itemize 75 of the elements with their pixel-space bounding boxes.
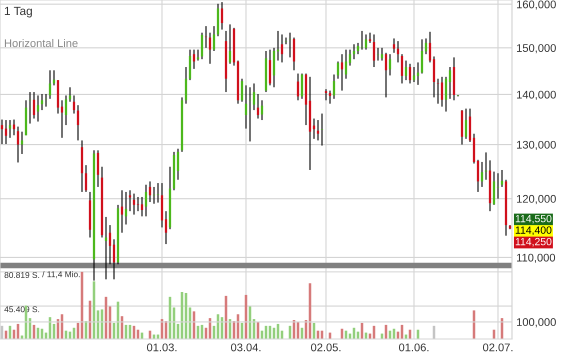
y-tick-label: 140,000: [517, 90, 556, 100]
candlestick: [228, 24, 232, 64]
candlestick: [328, 90, 332, 104]
candlestick: [288, 32, 292, 58]
candlestick: [108, 224, 112, 265]
candlestick: [52, 70, 56, 86]
candlestick: [300, 72, 304, 100]
candlestick: [404, 60, 408, 81]
candlestick: [356, 42, 360, 55]
candlestick: [348, 49, 352, 66]
candlestick: [344, 49, 348, 80]
candlestick: [68, 86, 72, 102]
y-tick-label: 100,000: [517, 318, 556, 328]
candlestick: [392, 38, 396, 54]
candlestick: [280, 34, 284, 63]
candlestick: [444, 76, 448, 112]
y-tick-label: 110,000: [517, 254, 556, 263]
candlestick: [384, 52, 388, 98]
x-tick-label: 02.07.: [482, 343, 512, 352]
candlestick: [60, 100, 64, 138]
text: 114,400: [516, 226, 552, 236]
candlestick: [256, 93, 260, 120]
y-tick-label: 130,000: [517, 140, 556, 150]
candlestick: [400, 54, 404, 84]
candlestick: [360, 30, 364, 50]
candlestick: [340, 54, 344, 92]
candlestick: [464, 108, 468, 140]
candlestick: [240, 78, 244, 102]
candlestick: [432, 56, 436, 98]
annotation: / 11,4 Mio.: [42, 271, 80, 278]
candlestick: [260, 100, 264, 121]
candlestick: [112, 238, 116, 280]
candlestick: [152, 186, 156, 204]
candlestick: [248, 86, 252, 142]
candlestick: [124, 191, 128, 226]
y-tick-label: 160,000: [517, 0, 556, 10]
candlestick: [492, 171, 496, 206]
y2-tick-label: 80.819 S.: [4, 272, 40, 278]
candlestick: [16, 126, 20, 164]
candlestick: [436, 78, 440, 104]
candlestick: [380, 47, 384, 62]
candlestick: [416, 62, 420, 86]
candlestick: [72, 94, 76, 114]
candlestick: [184, 66, 188, 104]
text: 114,550: [516, 214, 552, 224]
candlestick: [44, 93, 48, 108]
candlestick: [388, 54, 392, 76]
candlestick: [468, 108, 472, 143]
candlestick: [36, 94, 40, 122]
candlestick: [204, 26, 208, 48]
candlestick: [332, 74, 336, 100]
candlestick: [376, 47, 380, 62]
x-tick-label: 01.06.: [398, 343, 428, 352]
x-tick-label: 02.05.: [310, 343, 340, 352]
candlestick: [480, 161, 484, 188]
candlestick: [192, 49, 196, 70]
y-tick-label: 120,000: [517, 194, 556, 204]
candlestick: [396, 40, 400, 63]
candlestick: [276, 30, 280, 62]
candlestick: [296, 72, 300, 101]
text: 1 Tag: [4, 6, 32, 18]
candlestick: [48, 70, 52, 100]
y-tick-label: 150,000: [517, 44, 556, 54]
candlestick: [84, 164, 88, 192]
candlestick: [268, 49, 272, 86]
candlestick: [440, 76, 444, 108]
text: 114,250: [516, 238, 552, 247]
candlestick: [28, 92, 32, 124]
candlestick: [148, 180, 152, 203]
x-tick-label: 01.03.: [146, 343, 176, 352]
candlestick: [324, 88, 328, 101]
x-tick-label: 03.04.: [230, 343, 260, 352]
annotation: Horizontal Line: [4, 38, 78, 48]
candlestick: [244, 84, 248, 130]
candlestick: [4, 119, 8, 145]
